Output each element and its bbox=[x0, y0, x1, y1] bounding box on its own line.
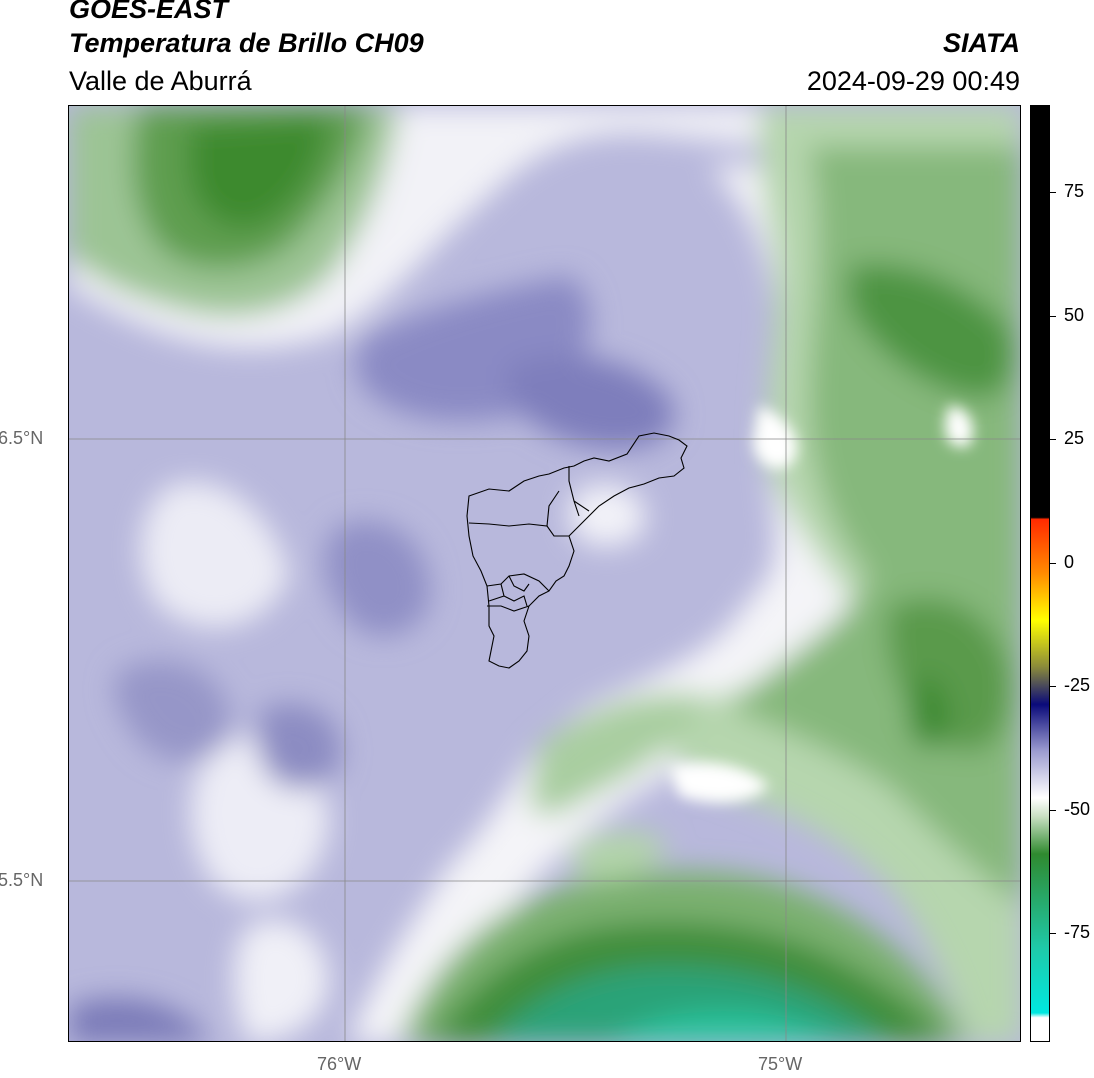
region-name: Valle de Aburrá bbox=[69, 66, 252, 96]
latitude-label-6-5N: 6.5°N bbox=[0, 428, 44, 448]
colorbar-tick-label: 75 bbox=[1064, 181, 1085, 201]
colorbar-tick-label: -50 bbox=[1064, 798, 1091, 819]
brightness-temperature-map bbox=[68, 105, 1021, 1042]
map-canvas bbox=[69, 106, 1020, 1041]
colorbar-tick bbox=[1050, 562, 1056, 564]
colorbar-tick-label: -75 bbox=[1064, 922, 1091, 942]
colorbar-tick-label: -25 bbox=[1064, 675, 1091, 695]
latitude-label-5-5N: 5.5°N bbox=[0, 870, 44, 890]
colorbar-tick bbox=[1050, 439, 1056, 440]
satellite-name: GOES-EAST bbox=[69, 0, 229, 24]
longitude-label-76W: 76°W bbox=[317, 1054, 362, 1074]
colorbar-tick bbox=[1050, 686, 1056, 687]
organization-name: SIATA bbox=[943, 28, 1020, 58]
timestamp: 2024-09-29 00:49 bbox=[806, 66, 1020, 96]
temperature-colorbar bbox=[1030, 105, 1050, 1042]
colorbar-tick bbox=[1050, 933, 1056, 934]
colorbar-tick bbox=[1050, 192, 1056, 193]
graticule bbox=[69, 106, 1020, 1041]
product-title: Temperatura de Brillo CH09 bbox=[69, 28, 424, 58]
colorbar-tick-label: 0 bbox=[1064, 551, 1075, 572]
colorbar-tick-label: 50 bbox=[1064, 304, 1085, 325]
longitude-label-75W: 75°W bbox=[758, 1054, 803, 1074]
municipal-boundaries bbox=[466, 432, 688, 669]
colorbar-tick bbox=[1050, 809, 1056, 811]
colorbar-tick-label: 25 bbox=[1064, 428, 1085, 448]
colorbar-tick bbox=[1050, 315, 1056, 317]
